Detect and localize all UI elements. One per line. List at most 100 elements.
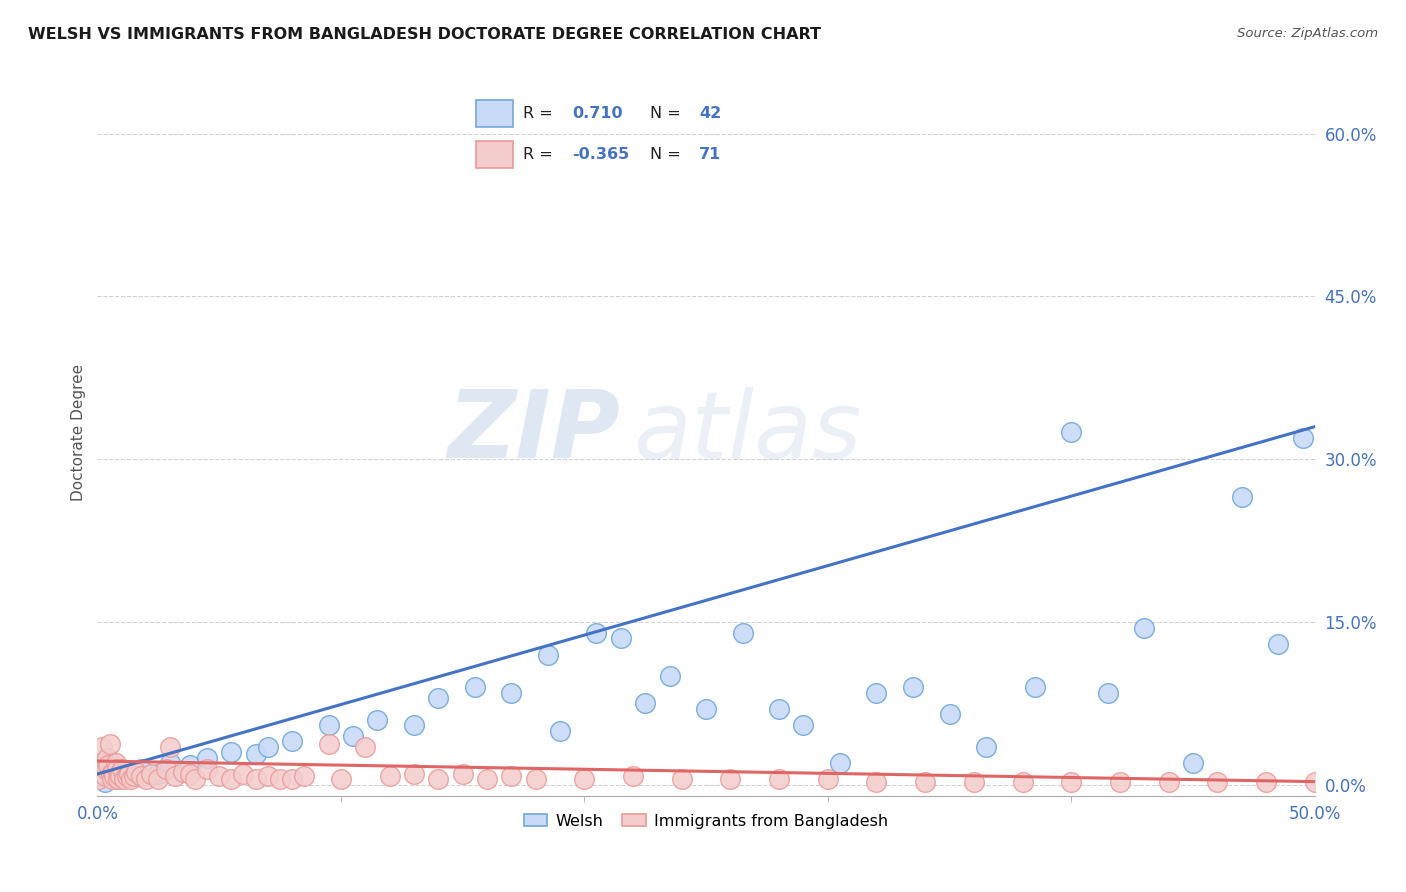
Point — [354, 739, 377, 754]
Point — [195, 762, 218, 776]
Point — [621, 769, 644, 783]
Point — [1109, 774, 1132, 789]
Text: Source: ZipAtlas.com: Source: ZipAtlas.com — [1237, 27, 1378, 40]
Point — [118, 767, 141, 781]
Point — [524, 772, 547, 787]
Point — [91, 739, 114, 754]
Point — [101, 764, 124, 779]
Point — [501, 769, 523, 783]
Point — [1254, 774, 1277, 789]
Point — [115, 769, 138, 783]
Point — [90, 756, 112, 771]
Point — [120, 772, 142, 787]
Point — [475, 772, 498, 787]
Point — [378, 769, 401, 783]
Point — [427, 691, 450, 706]
Point — [208, 769, 231, 783]
Point — [125, 764, 148, 779]
Point — [329, 772, 352, 787]
Point — [768, 772, 790, 787]
Point — [108, 767, 131, 781]
Point — [1230, 490, 1253, 504]
Point — [96, 750, 118, 764]
Point — [1267, 637, 1289, 651]
Point — [464, 680, 486, 694]
Point — [89, 764, 111, 779]
Point — [93, 774, 115, 789]
Point — [115, 769, 138, 783]
Point — [1206, 774, 1229, 789]
Point — [93, 767, 115, 781]
Point — [342, 729, 364, 743]
Point — [1024, 680, 1046, 694]
Point — [232, 767, 254, 781]
Point — [768, 702, 790, 716]
Point — [87, 772, 110, 787]
Point — [585, 626, 607, 640]
Point — [111, 762, 134, 776]
Point — [451, 767, 474, 781]
Point — [427, 772, 450, 787]
Point — [104, 756, 127, 771]
Point — [817, 772, 839, 787]
Point — [245, 747, 267, 762]
Point — [245, 772, 267, 787]
Point — [537, 648, 560, 662]
Point — [718, 772, 741, 787]
Point — [112, 772, 135, 787]
Point — [219, 745, 242, 759]
Point — [731, 626, 754, 640]
Text: -0.365: -0.365 — [572, 147, 630, 161]
Point — [901, 680, 924, 694]
Point — [94, 762, 117, 776]
Point — [1157, 774, 1180, 789]
Point — [159, 739, 181, 754]
Point — [100, 767, 122, 781]
Point — [792, 718, 814, 732]
Legend: Welsh, Immigrants from Bangladesh: Welsh, Immigrants from Bangladesh — [517, 807, 896, 835]
Point — [97, 758, 120, 772]
Point — [179, 767, 201, 781]
Point — [129, 769, 152, 783]
Point — [1060, 425, 1083, 439]
Point — [658, 669, 681, 683]
Point — [610, 632, 633, 646]
Point — [634, 697, 657, 711]
Point — [828, 756, 851, 771]
Point — [938, 707, 960, 722]
Point — [366, 713, 388, 727]
Point — [107, 772, 129, 787]
Point — [1181, 756, 1204, 771]
Point — [179, 758, 201, 772]
Point — [548, 723, 571, 738]
Point — [129, 762, 152, 776]
Point — [292, 769, 315, 783]
Text: ZIP: ZIP — [449, 386, 621, 478]
Text: N =: N = — [650, 106, 686, 120]
Point — [865, 685, 887, 699]
Point — [135, 772, 157, 787]
Point — [1011, 774, 1033, 789]
Point — [184, 772, 207, 787]
Point — [1060, 774, 1083, 789]
Point — [155, 762, 177, 776]
Point — [671, 772, 693, 787]
Point — [195, 750, 218, 764]
Point — [105, 762, 128, 776]
Point — [93, 769, 115, 783]
Point — [139, 767, 162, 781]
Point — [1133, 620, 1156, 634]
Point — [974, 739, 997, 754]
Point — [1291, 431, 1313, 445]
Point — [110, 769, 132, 783]
Text: WELSH VS IMMIGRANTS FROM BANGLADESH DOCTORATE DEGREE CORRELATION CHART: WELSH VS IMMIGRANTS FROM BANGLADESH DOCT… — [28, 27, 821, 42]
Point — [281, 734, 304, 748]
Point — [1303, 774, 1326, 789]
Point — [219, 772, 242, 787]
Text: 42: 42 — [699, 106, 721, 120]
Point — [1097, 685, 1119, 699]
Point — [865, 774, 887, 789]
Point — [318, 737, 340, 751]
Point — [914, 774, 936, 789]
FancyBboxPatch shape — [477, 141, 513, 168]
